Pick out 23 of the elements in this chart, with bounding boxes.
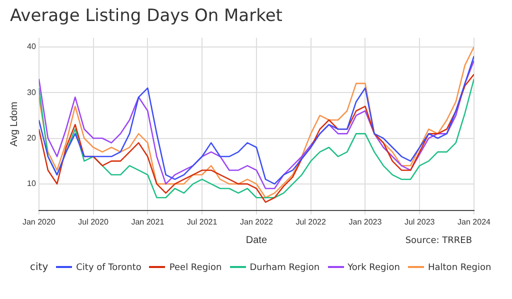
legend-label: Peel Region bbox=[168, 262, 222, 272]
x-tick-label: Jul 2023 bbox=[404, 217, 436, 226]
source-note: Source: TRREB bbox=[405, 236, 472, 246]
y-tick-label: 20 bbox=[26, 133, 36, 142]
y-tick-label: 40 bbox=[26, 42, 36, 52]
y-tick-label: 10 bbox=[26, 179, 36, 188]
chart-title: Average Listing Days On Market bbox=[10, 6, 282, 26]
x-tick-label: Jan 2024 bbox=[458, 217, 492, 226]
y-tick-label: 30 bbox=[26, 88, 36, 97]
legend-label: City of Toronto bbox=[75, 262, 142, 272]
x-axis-title: Date bbox=[246, 234, 268, 246]
x-tick-label: Jan 2022 bbox=[240, 217, 274, 226]
x-tick-label: Jan 2020 bbox=[22, 217, 56, 226]
x-tick-label: Jan 2021 bbox=[131, 217, 165, 226]
legend-label: Durham Region bbox=[248, 262, 320, 272]
x-tick-label: Jul 2020 bbox=[78, 217, 109, 226]
x-tick-label: Jan 2023 bbox=[348, 217, 382, 226]
legend-label: York Region bbox=[346, 262, 400, 272]
y-axis-title: Avg Ldom bbox=[8, 102, 20, 147]
legend-label: Halton Region bbox=[427, 262, 492, 272]
x-tick-label: Jul 2021 bbox=[186, 217, 218, 226]
legend-title: city bbox=[30, 262, 48, 273]
x-tick-label: Jul 2022 bbox=[296, 217, 327, 226]
